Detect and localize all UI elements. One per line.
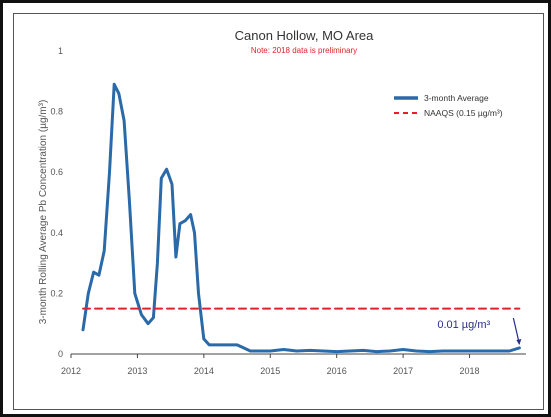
legend-label: NAAQS (0.15 µg/m³)	[424, 108, 503, 118]
chart-panel: Canon Hollow, MO Area Note: 2018 data is…	[13, 13, 544, 410]
y-tick-label: 0.8	[50, 107, 63, 117]
y-tick-label: 0.6	[50, 167, 63, 177]
y-tick-label: 0	[58, 349, 63, 359]
x-tick-label: 2016	[327, 366, 347, 376]
x-tick-label: 2017	[393, 366, 413, 376]
y-tick-label: 0.2	[50, 288, 63, 298]
x-tick-label: 2018	[460, 366, 480, 376]
x-axis-ticks: 2012 2013 2014 2015 2016 2017 2018	[61, 354, 480, 376]
y-tick-label: 0.4	[50, 228, 63, 238]
line-chart: Canon Hollow, MO Area Note: 2018 data is…	[38, 28, 526, 376]
x-tick-label: 2014	[194, 366, 214, 376]
x-tick-label: 2015	[260, 366, 280, 376]
series-layer	[81, 82, 521, 354]
annotation-label: 0.01 µg/m³	[437, 319, 490, 331]
series-line-3-month-average	[81, 82, 521, 354]
x-tick-label: 2012	[61, 366, 81, 376]
chart-title: Canon Hollow, MO Area	[235, 28, 375, 43]
y-axis-label: 3-month Rolling Average Pb Concentration…	[38, 100, 49, 325]
legend: 3-month Average NAAQS (0.15 µg/m³)	[394, 93, 503, 118]
y-axis-ticks: 0 0.2 0.4 0.6 0.8 1	[50, 46, 63, 359]
y-tick-label: 1	[58, 46, 63, 56]
annotation-arrowhead	[516, 338, 522, 345]
chart-subtitle: Note: 2018 data is preliminary	[251, 46, 357, 55]
annotations: 0.01 µg/m³	[437, 317, 522, 345]
x-tick-label: 2013	[127, 366, 147, 376]
legend-label: 3-month Average	[424, 93, 489, 103]
